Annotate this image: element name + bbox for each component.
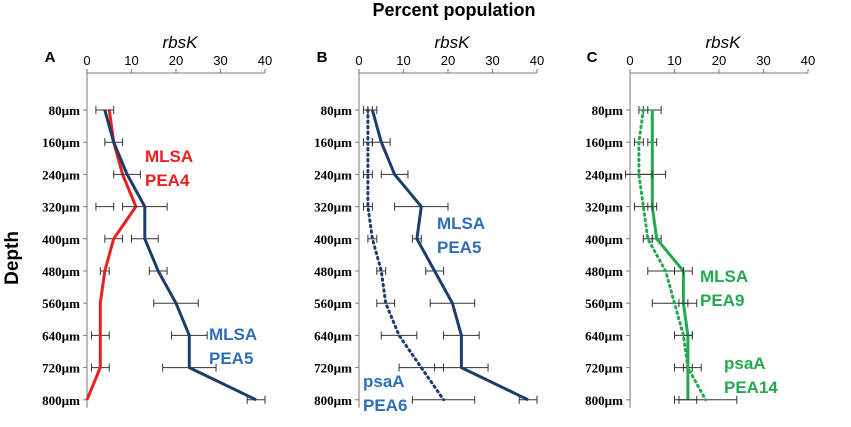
series-label-mlsa-pea5: MLSA (209, 325, 257, 344)
x-tick-label: 40 (801, 53, 815, 68)
series-line-psaa-pea6 (366, 108, 446, 402)
series-label-psaa-pea14: PEA14 (724, 378, 778, 397)
depth-tick-label: 240µm (42, 167, 80, 182)
depth-tick-label: 80µm (321, 103, 352, 118)
x-tick-label: 40 (258, 53, 272, 68)
x-tick-label: 10 (124, 53, 138, 68)
depth-tick-label: 320µm (42, 200, 80, 215)
depth-tick-label: 560µm (585, 296, 623, 311)
x-tick-label: 0 (355, 53, 362, 68)
depth-tick-label: 400µm (585, 232, 623, 247)
series-label-mlsa-pea9: MLSA (700, 267, 748, 286)
x-tick-label: 30 (485, 53, 499, 68)
depth-tick-label: 800µm (314, 393, 352, 408)
depth-tick-label: 80µm (49, 103, 80, 118)
series-label-psaa-pea14: psaA (724, 354, 766, 373)
x-tick-label: 30 (213, 53, 227, 68)
depth-tick-label: 560µm (42, 296, 80, 311)
series-label-mlsa-pea5: PEA5 (209, 349, 253, 368)
depth-tick-label: 400µm (42, 232, 80, 247)
x-axis-title: rbsK (163, 33, 199, 52)
x-tick-label: 10 (667, 53, 681, 68)
panel-letter: B (317, 49, 328, 66)
x-tick-label: 20 (441, 53, 455, 68)
x-tick-label: 40 (530, 53, 544, 68)
x-axis-title: rbsK (706, 33, 742, 52)
depth-tick-label: 640µm (42, 328, 80, 343)
panel-letter: C (587, 49, 598, 66)
series-label-mlsa-pea9: PEA9 (700, 291, 744, 310)
x-tick-label: 0 (626, 53, 633, 68)
x-tick-label: 10 (396, 53, 410, 68)
depth-tick-label: 720µm (314, 361, 352, 376)
x-tick-label: 20 (169, 53, 183, 68)
depth-tick-label: 320µm (585, 200, 623, 215)
series-label-mlsa-pea5: PEA5 (437, 238, 481, 257)
depth-axis-label: Depth (2, 231, 23, 285)
depth-tick-label: 720µm (585, 361, 623, 376)
figure-title: Percent population (372, 0, 535, 20)
depth-tick-label: 160µm (585, 135, 623, 150)
depth-tick-label: 240µm (314, 167, 352, 182)
depth-tick-label: 640µm (314, 328, 352, 343)
x-tick-label: 0 (83, 53, 90, 68)
series-label-psaa-pea6: psaA (363, 372, 405, 391)
series-line-mlsa-pea4 (85, 109, 138, 401)
series-label-mlsa-pea5: MLSA (437, 214, 485, 233)
series-line-mlsa-pea9 (650, 110, 690, 400)
depth-tick-label: 320µm (314, 200, 352, 215)
series-label-psaa-pea6: PEA6 (363, 396, 407, 415)
series-line-mlsa-pea5 (370, 109, 529, 402)
depth-tick-label: 560µm (314, 296, 352, 311)
depth-tick-label: 480µm (585, 264, 623, 279)
depth-tick-label: 720µm (42, 361, 80, 376)
depth-tick-label: 800µm (42, 393, 80, 408)
depth-tick-label: 400µm (314, 232, 352, 247)
depth-tick-label: 80µm (592, 103, 623, 118)
x-tick-label: 20 (712, 53, 726, 68)
series-line-psaa-pea14 (637, 108, 708, 402)
panel-letter: A (45, 49, 56, 66)
depth-tick-label: 160µm (314, 135, 352, 150)
depth-tick-label: 800µm (585, 393, 623, 408)
depth-tick-label: 480µm (314, 264, 352, 279)
depth-tick-label: 240µm (585, 167, 623, 182)
series-label-mlsa-pea4: MLSA (145, 147, 193, 166)
series-label-mlsa-pea4: PEA4 (145, 171, 190, 190)
x-axis-title: rbsK (435, 33, 471, 52)
x-tick-label: 30 (756, 53, 770, 68)
series-line-mlsa-pea5 (103, 109, 257, 402)
depth-tick-label: 480µm (42, 264, 80, 279)
depth-tick-label: 640µm (585, 328, 623, 343)
depth-tick-label: 160µm (42, 135, 80, 150)
